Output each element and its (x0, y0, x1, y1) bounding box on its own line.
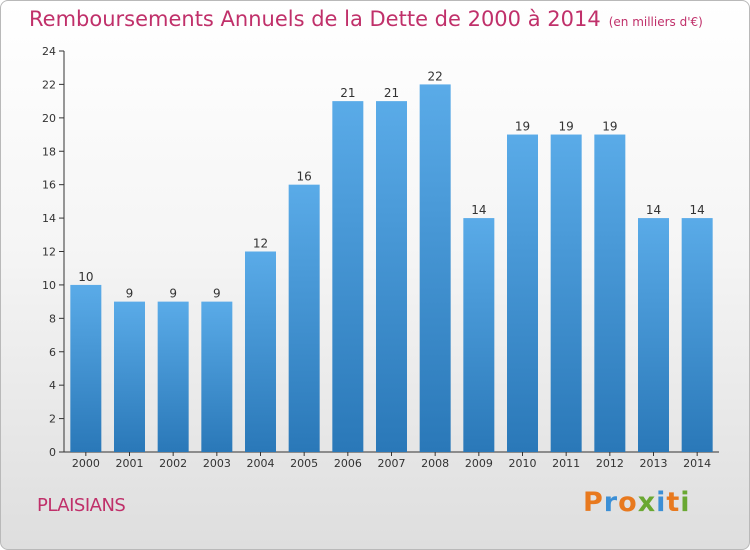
bar-data-labels: 10 9 9 9 12 16 21 21 22 14 19 19 19 14 14 (78, 69, 705, 300)
logo-letter: x (637, 487, 657, 518)
logo-letter: r (603, 487, 619, 518)
bar-value-label: 14 (471, 203, 486, 217)
proxiti-logo: Proxiti (583, 487, 691, 518)
bar-value-label: 21 (340, 86, 355, 100)
bar (288, 184, 320, 452)
bar-value-label: 9 (126, 287, 134, 301)
x-tick-label: 2007 (378, 457, 406, 470)
y-tick-label: 18 (42, 145, 56, 158)
y-tick-label: 0 (49, 446, 56, 459)
bar-value-label: 19 (515, 120, 530, 134)
commune-name: PLAISIANS (37, 495, 126, 516)
bar (201, 301, 233, 452)
bar-value-label: 12 (253, 237, 268, 251)
bar-value-label: 16 (297, 170, 312, 184)
bar (245, 251, 276, 452)
bar (594, 134, 626, 452)
bar (463, 218, 495, 452)
bar-value-label: 21 (384, 86, 399, 100)
chart-title-text: Remboursements Annuels de la Dette de 20… (29, 7, 601, 31)
y-tick-label: 10 (42, 279, 56, 292)
y-tick-label: 4 (49, 379, 56, 392)
y-tick-label: 2 (49, 413, 56, 426)
logo-letter: i (680, 487, 691, 518)
y-tick-label: 14 (42, 212, 56, 225)
x-tick-label: 2012 (596, 457, 624, 470)
chart-unit: (en milliers d'€) (608, 15, 703, 29)
bar (332, 101, 364, 452)
bar (550, 134, 582, 452)
y-tick-label: 6 (49, 346, 56, 359)
x-tick-label: 2002 (159, 457, 187, 470)
bar-value-label: 19 (559, 120, 574, 134)
logo-letter: P (583, 487, 604, 518)
y-tick-label: 20 (42, 112, 56, 125)
x-tick-label: 2010 (509, 457, 537, 470)
x-tick-label: 2013 (640, 457, 668, 470)
x-tick-label: 2014 (683, 457, 711, 470)
bar-value-label: 10 (78, 270, 93, 284)
bar (507, 134, 538, 452)
bar-value-label: 22 (428, 69, 443, 83)
logo-letter: o (618, 487, 638, 518)
logo-letter: t (666, 487, 681, 518)
y-tick-label: 22 (42, 78, 56, 91)
bar-value-label: 9 (213, 287, 221, 301)
x-tick-label: 2003 (203, 457, 231, 470)
bar-value-label: 14 (690, 203, 705, 217)
bar (638, 218, 669, 452)
bar-value-label: 14 (646, 203, 661, 217)
bar (419, 84, 451, 453)
x-axis: 2000 2001 2002 2003 2004 2005 2006 2007 2008 2009… (64, 451, 719, 470)
x-tick-label: 2001 (116, 457, 144, 470)
bar (157, 301, 189, 452)
x-tick-label: 2011 (552, 457, 580, 470)
logo-letter: i (656, 487, 667, 518)
x-tick-label: 2004 (247, 457, 275, 470)
bar (376, 101, 407, 452)
bar (70, 284, 102, 452)
bar-value-label: 9 (169, 287, 177, 301)
x-tick-label: 2009 (465, 457, 493, 470)
bar (114, 301, 145, 452)
x-tick-label: 2006 (334, 457, 362, 470)
y-tick-label: 12 (42, 246, 56, 259)
y-tick-label: 8 (49, 312, 56, 325)
bar-value-label: 19 (602, 120, 617, 134)
y-tick-label: 16 (42, 179, 56, 192)
x-tick-label: 2008 (421, 457, 449, 470)
chart-title: Remboursements Annuels de la Dette de 20… (29, 7, 703, 31)
x-tick-label: 2005 (290, 457, 318, 470)
bar (681, 218, 713, 452)
bar-series (70, 84, 713, 453)
x-tick-label: 2000 (72, 457, 100, 470)
y-tick-label: 24 (42, 45, 56, 58)
